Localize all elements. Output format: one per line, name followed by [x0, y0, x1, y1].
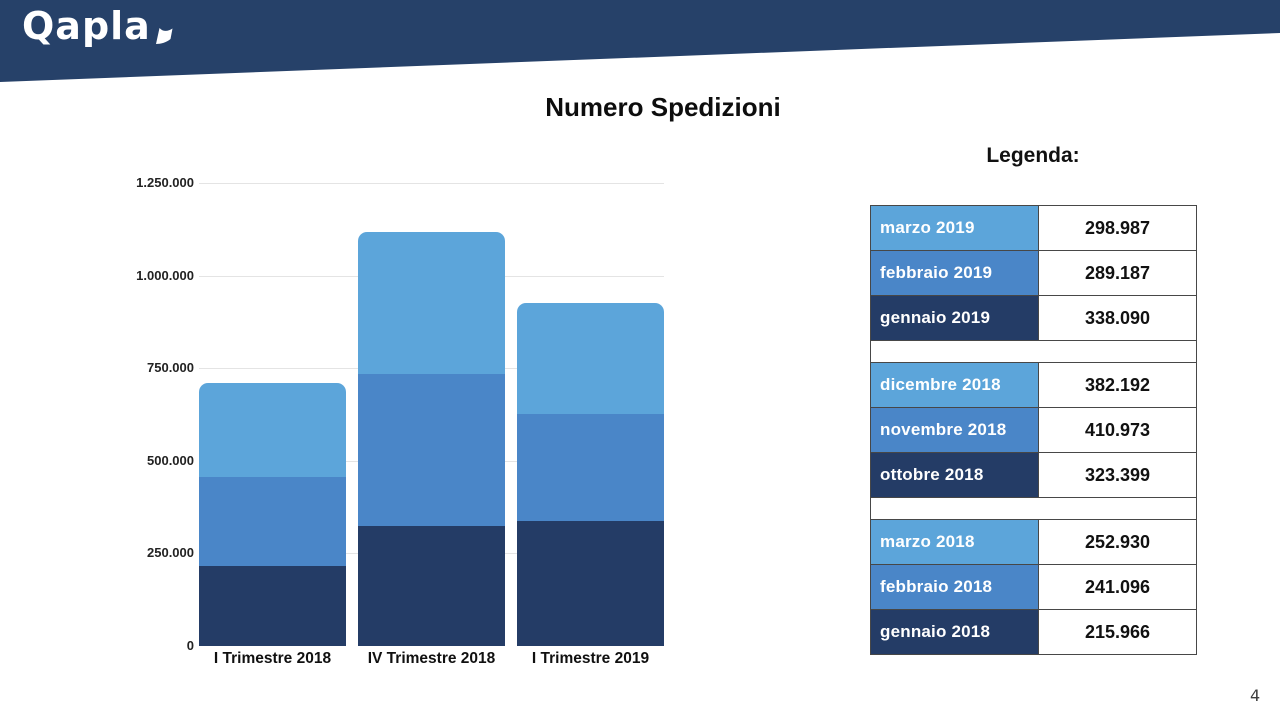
legend-spacer-row [870, 340, 1197, 363]
page-number: 4 [1250, 686, 1261, 705]
legend-value-cell: 410.973 [1038, 407, 1197, 453]
legend-row: marzo 2018 252.930 [870, 519, 1197, 565]
legend-month-cell: gennaio 2019 [870, 295, 1039, 341]
legend-heading: Legenda: [986, 144, 1080, 167]
legend-value-cell: 215.966 [1038, 609, 1197, 655]
legend-row: novembre 2018 410.973 [870, 407, 1197, 453]
qapla-logo: Qapla [22, 4, 176, 55]
y-axis-tick-label: 750.000 [147, 360, 194, 376]
legend-value-cell: 289.187 [1038, 250, 1197, 296]
page-title: Numero Spedizioni [545, 92, 781, 122]
bar-segment-dark [199, 566, 346, 646]
bar-segment-light [199, 383, 346, 477]
x-axis-category-label: I Trimestre 2019 [531, 650, 650, 667]
bar-segment-medium [199, 476, 346, 567]
y-axis-tick-label: 1.000.000 [136, 267, 194, 283]
legend-month-cell: dicembre 2018 [870, 362, 1039, 408]
legend-row: febbraio 2018 241.096 [870, 564, 1197, 610]
legend-row: gennaio 2018 215.966 [870, 609, 1197, 655]
y-axis-tick-label: 1.250.000 [136, 175, 194, 190]
legend-spacer-row [870, 497, 1197, 520]
legend-value-cell: 382.192 [1038, 362, 1197, 408]
legend-month-cell: ottobre 2018 [870, 452, 1039, 498]
y-axis-tick-label: 0 [186, 638, 194, 653]
bar-segment-medium [358, 374, 505, 527]
legend-month-cell: febbraio 2019 [870, 250, 1039, 296]
legend-table: marzo 2019 298.987 febbraio 2019 289.187 gen… [870, 205, 1197, 655]
legend-value-cell: 252.930 [1038, 519, 1197, 565]
gridline [199, 183, 664, 184]
legend-spacer-cell [870, 497, 1197, 520]
legend-value-cell: 338.090 [1038, 295, 1197, 341]
legend-row: febbraio 2019 289.187 [870, 250, 1197, 296]
legend-value-cell: 323.399 [1038, 452, 1197, 498]
x-axis-category-label: IV Trimestre 2018 [367, 650, 496, 667]
x-axis-category-label: I Trimestre 2018 [213, 650, 332, 667]
stacked-bar-chart: 1.250.000 1.000.000 750.000 500.000 250.000 0… [136, 175, 664, 667]
bar-segment-medium [517, 413, 664, 521]
legend-row: ottobre 2018 323.399 [870, 452, 1197, 498]
legend-month-cell: novembre 2018 [870, 407, 1039, 453]
bar-segment-light [517, 302, 664, 414]
legend-spacer-cell [870, 340, 1197, 363]
top-banner [0, 0, 1280, 82]
bar-segment-light [358, 232, 505, 374]
bar-segment-dark [358, 526, 505, 646]
y-axis-tick-label: 250.000 [147, 545, 194, 561]
legend-value-cell: 298.987 [1038, 205, 1197, 251]
legend-row: dicembre 2018 382.192 [870, 362, 1197, 408]
qapla-logo-text: Qapla [22, 4, 151, 48]
bar-segment-dark [517, 520, 664, 646]
y-axis-tick-label: 500.000 [147, 452, 194, 468]
legend-month-cell: marzo 2018 [870, 519, 1039, 565]
legend-row: marzo 2019 298.987 [870, 205, 1197, 251]
flag-icon [154, 11, 176, 55]
legend-month-cell: febbraio 2018 [870, 564, 1039, 610]
legend-month-cell: marzo 2019 [870, 205, 1039, 251]
legend-value-cell: 241.096 [1038, 564, 1197, 610]
legend-row: gennaio 2019 338.090 [870, 295, 1197, 341]
legend-month-cell: gennaio 2018 [870, 609, 1039, 655]
